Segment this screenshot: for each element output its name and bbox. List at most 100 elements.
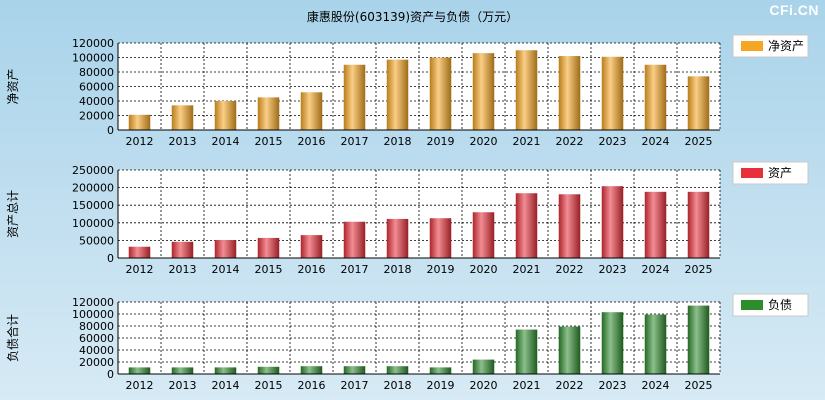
- x-tick-label: 2022: [556, 135, 584, 148]
- x-tick-label: 2023: [599, 135, 627, 148]
- chart-title: 康惠股份(603139)资产与负债（万元）: [306, 10, 519, 24]
- legend-swatch: [741, 300, 763, 310]
- bar-2012: [128, 114, 151, 130]
- x-tick-label: 2014: [212, 379, 240, 392]
- bar-2016: [300, 235, 323, 258]
- bar-2015: [257, 237, 280, 258]
- bar-2024: [644, 191, 667, 258]
- watermark-logo: CFi.CN: [769, 2, 819, 18]
- bar-2013: [171, 367, 194, 374]
- x-tick-label: 2023: [599, 379, 627, 392]
- y-tick-label: 150000: [72, 199, 114, 212]
- bar-2025: [687, 305, 710, 374]
- bar-2024: [644, 64, 667, 130]
- legend-label: 负债: [768, 298, 792, 312]
- bar-2015: [257, 97, 280, 130]
- bar-2018: [386, 366, 409, 374]
- x-tick-label: 2020: [470, 379, 498, 392]
- x-tick-label: 2013: [169, 379, 197, 392]
- legend-box: [732, 34, 809, 58]
- x-tick-label: 2014: [212, 263, 240, 276]
- x-tick-label: 2013: [169, 135, 197, 148]
- x-tick-label: 2017: [341, 379, 369, 392]
- x-tick-label: 2025: [685, 263, 713, 276]
- x-tick-label: 2015: [255, 135, 283, 148]
- bar-2017: [343, 366, 366, 374]
- bar-2015: [257, 366, 280, 374]
- x-tick-label: 2015: [255, 263, 283, 276]
- bar-2021: [515, 193, 538, 258]
- x-tick-label: 2013: [169, 263, 197, 276]
- y-tick-label: 120000: [72, 37, 114, 50]
- y-tick-label: 0: [107, 368, 114, 381]
- legend-label: 资产: [768, 166, 792, 180]
- x-tick-label: 2016: [298, 379, 326, 392]
- x-tick-label: 2017: [341, 135, 369, 148]
- legend-box: [732, 293, 809, 317]
- legend: 净资产: [732, 34, 809, 58]
- x-tick-label: 2015: [255, 379, 283, 392]
- bar-2018: [386, 59, 409, 130]
- x-tick-label: 2022: [556, 379, 584, 392]
- y-tick-label: 250000: [72, 164, 114, 177]
- bar-2014: [214, 240, 237, 258]
- bar-2022: [558, 194, 581, 258]
- bar-2017: [343, 64, 366, 130]
- x-tick-label: 2018: [384, 135, 412, 148]
- x-tick-label: 2019: [427, 135, 455, 148]
- bar-2022: [558, 56, 581, 130]
- y-axis-label: 资产总计: [6, 190, 20, 238]
- y-tick-label: 40000: [79, 95, 114, 108]
- bar-2019: [429, 57, 452, 130]
- x-tick-label: 2021: [513, 135, 541, 148]
- x-tick-label: 2016: [298, 135, 326, 148]
- y-tick-label: 60000: [79, 332, 114, 345]
- y-tick-label: 100000: [72, 308, 114, 321]
- x-tick-label: 2020: [470, 135, 498, 148]
- bar-2013: [171, 105, 194, 130]
- chart-panel-2: 0 50000 100000 150000 200000 250000 2012 2013 20…: [6, 161, 809, 276]
- y-tick-label: 20000: [79, 110, 114, 123]
- legend: 负债: [732, 293, 809, 317]
- bar-2025: [687, 191, 710, 258]
- bar-2023: [601, 56, 624, 130]
- y-tick-label: 0: [107, 252, 114, 265]
- bar-2014: [214, 101, 237, 130]
- y-tick-label: 80000: [79, 320, 114, 333]
- bar-2022: [558, 326, 581, 374]
- y-tick-label: 40000: [79, 344, 114, 357]
- x-tick-label: 2017: [341, 263, 369, 276]
- bar-2021: [515, 329, 538, 374]
- bar-2025: [687, 76, 710, 130]
- x-tick-label: 2012: [126, 135, 154, 148]
- legend-label: 净资产: [768, 39, 804, 53]
- x-tick-label: 2021: [513, 263, 541, 276]
- legend: 资产: [732, 161, 809, 185]
- bar-2020: [472, 212, 495, 258]
- x-tick-label: 2019: [427, 379, 455, 392]
- bar-2017: [343, 221, 366, 258]
- bar-2014: [214, 367, 237, 374]
- x-tick-label: 2024: [642, 379, 670, 392]
- x-tick-label: 2022: [556, 263, 584, 276]
- x-tick-label: 2016: [298, 263, 326, 276]
- y-tick-label: 60000: [79, 81, 114, 94]
- legend-swatch: [741, 41, 763, 51]
- legend-swatch: [741, 168, 763, 178]
- y-tick-label: 80000: [79, 66, 114, 79]
- x-tick-label: 2014: [212, 135, 240, 148]
- x-tick-label: 2024: [642, 135, 670, 148]
- x-tick-label: 2018: [384, 263, 412, 276]
- bar-2020: [472, 53, 495, 130]
- bar-2019: [429, 218, 452, 258]
- y-tick-label: 200000: [72, 182, 114, 195]
- x-tick-label: 2012: [126, 379, 154, 392]
- x-tick-label: 2021: [513, 379, 541, 392]
- x-tick-label: 2018: [384, 379, 412, 392]
- bar-2019: [429, 367, 452, 374]
- y-axis-label: 负债合计: [5, 314, 20, 362]
- bar-2021: [515, 50, 538, 130]
- y-axis-label: 净资产: [6, 68, 20, 104]
